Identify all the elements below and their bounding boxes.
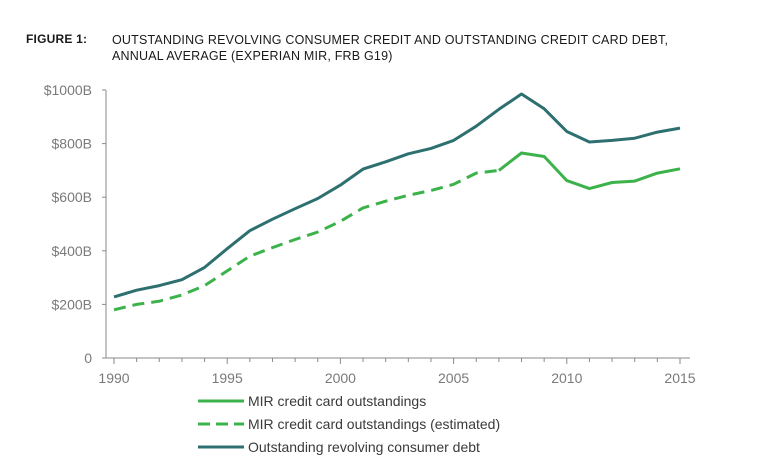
legend-swatch-solid-teal	[198, 445, 244, 448]
chart-series	[113, 92, 681, 312]
legend-label: Outstanding revolving consumer debt	[248, 438, 480, 455]
series-line-outstanding-revolving-consumer-debt	[113, 92, 681, 299]
legend-label: MIR credit card outstandings (estimated)	[248, 415, 501, 432]
y-tick-label: $200B	[52, 296, 92, 312]
x-tick-label: 2015	[664, 370, 695, 386]
x-tick-label: 2000	[325, 370, 356, 386]
legend-swatch-dashed-green	[198, 422, 244, 425]
legend-swatch-solid-green	[198, 399, 244, 402]
figure-title-line-2: ANNUAL AVERAGE (EXPERIAN MIR, FRB G19)	[112, 49, 393, 63]
y-tick-label: $800B	[52, 136, 92, 152]
legend-item-revolving-debt: Outstanding revolving consumer debt	[198, 435, 500, 458]
y-tick-label: 0	[84, 350, 92, 366]
series-line-mir-credit-card-outstandings-estimated	[113, 168, 500, 312]
figure-label: FIGURE 1:	[26, 32, 88, 46]
y-tick-label: $600B	[52, 189, 92, 205]
chart-legend: MIR credit card outstandings MIR credit …	[198, 389, 500, 458]
legend-label: MIR credit card outstandings	[248, 392, 427, 409]
y-tick-label: $400B	[52, 243, 92, 259]
x-tick-label: 1990	[98, 370, 129, 386]
legend-item-mir-estimated: MIR credit card outstandings (estimated)	[198, 412, 500, 435]
figure-title: OUTSTANDING REVOLVING CONSUMER CREDIT AN…	[112, 32, 668, 64]
series-line-mir-credit-card-outstandings	[497, 151, 681, 191]
figure-title-line-1: OUTSTANDING REVOLVING CONSUMER CREDIT AN…	[112, 33, 669, 47]
legend-item-mir: MIR credit card outstandings	[198, 389, 500, 412]
y-tick-label: $1000B	[44, 82, 92, 98]
x-tick-label: 1995	[212, 370, 243, 386]
x-tick-label: 2010	[551, 370, 582, 386]
x-tick-label: 2005	[438, 370, 469, 386]
chart-axes: 0 $200B $400B $600B $800B $1000B 1990 1995 2000 2…	[44, 82, 696, 386]
